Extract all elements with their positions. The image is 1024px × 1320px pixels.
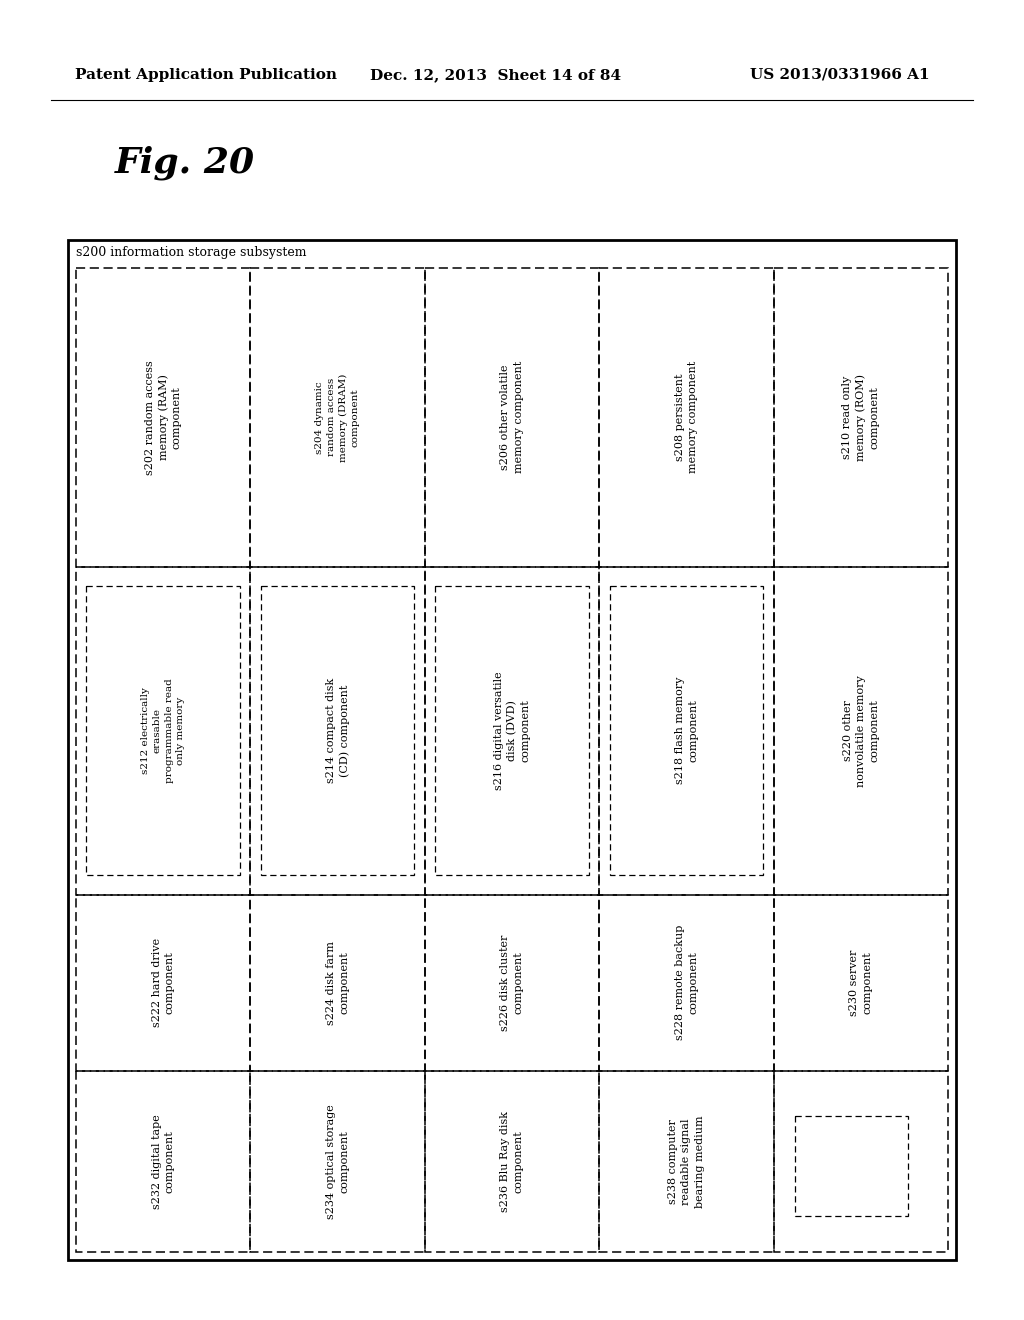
Text: Fig. 20: Fig. 20 — [115, 145, 255, 180]
Text: s232 digital tape
component: s232 digital tape component — [152, 1114, 175, 1209]
Text: s210 read only
memory (ROM)
component: s210 read only memory (ROM) component — [842, 374, 880, 461]
Bar — [76, 1071, 251, 1251]
Bar — [86, 586, 240, 875]
Text: s218 flash memory
component: s218 flash memory component — [675, 677, 698, 784]
Text: s206 other volatile
memory component: s206 other volatile memory component — [501, 362, 523, 474]
Text: Dec. 12, 2013  Sheet 14 of 84: Dec. 12, 2013 Sheet 14 of 84 — [370, 69, 622, 82]
Text: s236 Blu Ray disk
component: s236 Blu Ray disk component — [501, 1111, 523, 1212]
Bar — [68, 240, 956, 1261]
Bar — [251, 566, 425, 895]
Bar — [251, 268, 425, 566]
Bar — [773, 566, 948, 895]
Bar — [251, 895, 425, 1071]
Bar — [773, 895, 948, 1071]
Bar — [599, 1071, 773, 1251]
Text: s238 computer
readable signal
bearing medium: s238 computer readable signal bearing me… — [669, 1115, 705, 1208]
Text: s200 information storage subsystem: s200 information storage subsystem — [76, 246, 306, 259]
Text: s234 optical storage
component: s234 optical storage component — [326, 1104, 349, 1218]
Bar — [425, 895, 599, 1071]
Bar — [251, 1071, 425, 1251]
Bar — [425, 1071, 599, 1251]
Bar — [76, 566, 251, 895]
Text: s228 remote backup
component: s228 remote backup component — [675, 925, 698, 1040]
Bar — [76, 268, 251, 566]
Text: s212 electrically
erasable
programmable read
only memory: s212 electrically erasable programmable … — [141, 678, 185, 783]
Bar — [599, 895, 773, 1071]
Text: s214 compact disk
(CD) component: s214 compact disk (CD) component — [326, 678, 349, 783]
Bar — [609, 586, 763, 875]
Text: s226 disk cluster
component: s226 disk cluster component — [501, 935, 523, 1031]
Text: s208 persistent
memory component: s208 persistent memory component — [675, 362, 698, 474]
Bar — [599, 566, 773, 895]
Text: Patent Application Publication: Patent Application Publication — [75, 69, 337, 82]
Bar — [435, 586, 589, 875]
Text: US 2013/0331966 A1: US 2013/0331966 A1 — [750, 69, 930, 82]
Bar — [425, 566, 599, 895]
Text: s222 hard drive
component: s222 hard drive component — [152, 939, 175, 1027]
Bar — [773, 268, 948, 566]
Bar — [773, 1071, 948, 1251]
Bar — [76, 895, 251, 1071]
Text: s202 random access
memory (RAM)
component: s202 random access memory (RAM) componen… — [144, 360, 182, 475]
Text: s230 server
component: s230 server component — [849, 949, 872, 1016]
Bar — [795, 1117, 908, 1216]
Text: s204 dynamic
random access
memory (DRAM)
component: s204 dynamic random access memory (DRAM)… — [315, 374, 359, 462]
Bar — [261, 586, 415, 875]
Bar — [425, 268, 599, 566]
Text: s220 other
nonvolatile memory
component: s220 other nonvolatile memory component — [843, 675, 879, 787]
Text: s224 disk farm
component: s224 disk farm component — [326, 941, 349, 1024]
Bar — [599, 268, 773, 566]
Text: s216 digital versatile
disk (DVD)
component: s216 digital versatile disk (DVD) compon… — [494, 672, 530, 789]
